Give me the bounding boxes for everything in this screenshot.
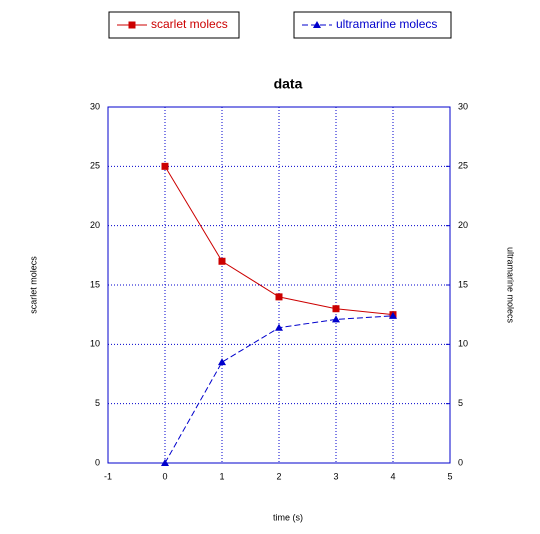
- y2-tick-label: 0: [458, 457, 463, 467]
- marker: [332, 305, 340, 313]
- y-tick-label: 15: [90, 279, 100, 289]
- y2-tick-label: 20: [458, 220, 468, 230]
- x-axis-label: time (s): [273, 512, 303, 522]
- x-tick-label: 1: [219, 471, 224, 481]
- marker: [218, 257, 226, 265]
- y-tick-label: 20: [90, 220, 100, 230]
- chart-title: data: [274, 76, 303, 92]
- y-tick-label: 0: [95, 457, 100, 467]
- marker: [313, 21, 321, 28]
- x-tick-label: 3: [333, 471, 338, 481]
- marker: [275, 293, 283, 301]
- y2-tick-label: 5: [458, 398, 463, 408]
- marker: [161, 459, 169, 466]
- legend-label: ultramarine molecs: [336, 17, 437, 31]
- x-tick-label: 5: [447, 471, 452, 481]
- marker: [332, 315, 340, 323]
- legend-label: scarlet molecs: [151, 17, 228, 31]
- x-tick-label: 4: [390, 471, 395, 481]
- x-tick-label: -1: [104, 471, 112, 481]
- y-tick-label: 25: [90, 161, 100, 171]
- marker: [128, 21, 136, 29]
- y-tick-label: 10: [90, 339, 100, 349]
- marker: [218, 358, 226, 366]
- y2-tick-label: 15: [458, 279, 468, 289]
- marker: [275, 323, 283, 331]
- y-tick-label: 5: [95, 398, 100, 408]
- y2-tick-label: 25: [458, 161, 468, 171]
- plot-frame: [107, 106, 451, 464]
- y2-tick-label: 10: [458, 339, 468, 349]
- y-tick-label: 30: [90, 101, 100, 111]
- marker: [389, 311, 397, 319]
- x-tick-label: 2: [276, 471, 281, 481]
- y-axis-label: scarlet molecs: [28, 256, 38, 314]
- marker: [161, 162, 169, 170]
- x-tick-label: 0: [162, 471, 167, 481]
- y2-axis-label: ultramarine molecs: [506, 247, 516, 324]
- y2-tick-label: 30: [458, 101, 468, 111]
